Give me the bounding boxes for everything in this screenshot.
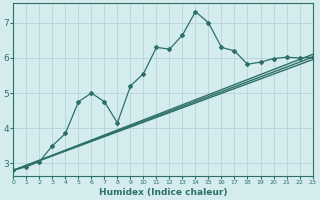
X-axis label: Humidex (Indice chaleur): Humidex (Indice chaleur) — [99, 188, 227, 197]
